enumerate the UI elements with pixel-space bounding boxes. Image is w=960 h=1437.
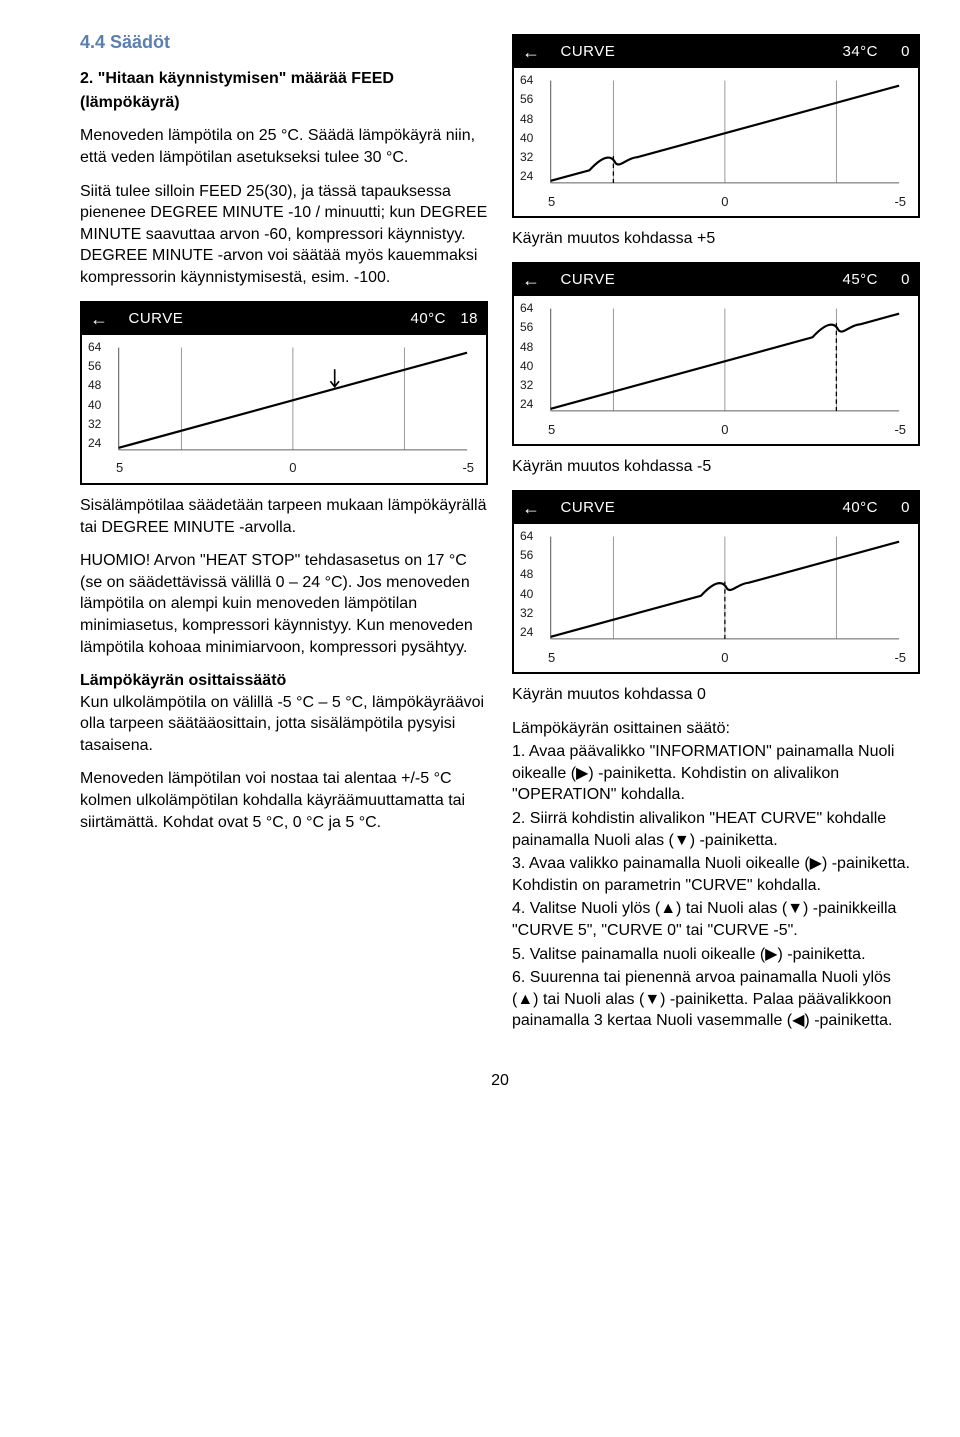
back-arrow-icon: ← [522,496,541,520]
chart-body: 64 56 48 40 32 24 5 0 -5 [514,296,918,444]
chart-body: 64 56 48 40 32 24 5 0 -5 [82,335,486,483]
x-tick: 5 [548,193,555,211]
y-tick: 48 [520,341,533,353]
caption-plus5: Käyrän muutos kohdassa +5 [512,228,920,250]
chart-title: CURVE [549,42,843,62]
y-tick: 40 [520,360,533,372]
x-tick: 5 [548,421,555,439]
y-axis-ticks: 64 56 48 40 32 24 [520,530,533,638]
right-column: ←CURVE34°C064564840322450-5 Käyrän muuto… [512,30,920,1044]
chart-svg [86,341,478,472]
y-tick: 24 [88,437,101,449]
x-axis-ticks: 5 0 -5 [548,649,906,667]
chart-header: ← CURVE34°C0 [514,36,918,68]
step-1: 1. Avaa päävalikko "INFORMATION" painama… [512,741,920,806]
section-heading: 4.4 Säädöt [80,30,488,54]
chart-body: 64 56 48 40 32 24 5 0 -5 [514,68,918,216]
x-tick: 0 [721,421,728,439]
chart-temp: 45°C [842,270,886,290]
x-tick: -5 [894,649,906,667]
y-tick: 40 [520,588,533,600]
chart-svg [518,302,910,433]
x-tick: 0 [721,193,728,211]
y-tick: 32 [88,418,101,430]
y-tick: 64 [520,74,533,86]
y-tick: 40 [88,399,101,411]
y-tick: 32 [520,607,533,619]
subhead-partial-adjust: Lämpökäyrän osittaissäätö [80,670,488,692]
chart-title: CURVE [549,498,843,518]
feed-subtitle-1: 2. "Hitaan käynnistymisen" määrää FEED [80,68,488,90]
x-tick: 0 [721,649,728,667]
y-tick: 32 [520,379,533,391]
y-tick: 40 [520,132,533,144]
y-tick: 24 [520,170,533,182]
step-3: 3. Avaa valikko painamalla Nuoli oikeall… [512,853,920,896]
y-axis-ticks: 64 56 48 40 32 24 [520,74,533,182]
x-tick: 0 [289,459,296,477]
y-tick: 48 [520,568,533,580]
para-1: Menoveden lämpötila on 25 °C. Säädä lämp… [80,125,488,168]
steps-heading: Lämpökäyrän osittainen säätö: [512,718,920,740]
chart-header: ← CURVE45°C0 [514,264,918,296]
chart-plus5: ←CURVE34°C064564840322450-5 [512,34,920,218]
x-axis-ticks: 5 0 -5 [116,459,474,477]
y-tick: 64 [88,341,101,353]
y-tick: 56 [520,321,533,333]
chart-temp: 40°C [842,498,886,518]
y-tick: 32 [520,151,533,163]
y-tick: 64 [520,530,533,542]
y-axis-ticks: 64 56 48 40 32 24 [520,302,533,410]
chart-zero: ←CURVE40°C064564840322450-5 [512,490,920,674]
chart-body: 64 56 48 40 32 24 5 0 -5 [514,524,918,672]
chart-left: ← CURVE40°C18 64 56 48 40 32 24 5 0 -5 [80,301,488,485]
chart-svg [518,530,910,661]
para-2: Siitä tulee silloin FEED 25(30), ja täss… [80,181,488,289]
step-2: 2. Siirrä kohdistin alivalikon "HEAT CUR… [512,808,920,851]
page-number: 20 [80,1070,920,1092]
y-tick: 24 [520,626,533,638]
chart-title: CURVE [549,270,843,290]
left-column: 4.4 Säädöt 2. "Hitaan käynnistymisen" mä… [80,30,488,1044]
y-tick: 48 [88,379,101,391]
back-arrow-icon: ← [522,40,541,64]
y-tick: 56 [88,360,101,372]
x-tick: 5 [116,459,123,477]
para-6: Menoveden lämpötilan voi nostaa tai alen… [80,768,488,833]
step-4: 4. Valitse Nuoli ylös (▲) tai Nuoli alas… [512,898,920,941]
step-5: 5. Valitse painamalla nuoli oikealle (▶)… [512,944,920,966]
x-axis-ticks: 5 0 -5 [548,193,906,211]
step-6: 6. Suurenna tai pienennä arvoa painamall… [512,967,920,1032]
chart-value: 0 [886,498,910,518]
chart-value: 0 [886,270,910,290]
x-tick: -5 [894,421,906,439]
chart-temp: 40°C [410,309,454,329]
y-tick: 56 [520,549,533,561]
back-arrow-icon: ← [90,307,109,331]
chart-svg [518,74,910,205]
chart-value: 0 [886,42,910,62]
caption-minus5: Käyrän muutos kohdassa -5 [512,456,920,478]
x-tick: -5 [462,459,474,477]
para-4: HUOMIO! Arvon "HEAT STOP" tehdasasetus o… [80,550,488,658]
y-tick: 24 [520,398,533,410]
x-axis-ticks: 5 0 -5 [548,421,906,439]
chart-minus5: ←CURVE45°C064564840322450-5 [512,262,920,446]
chart-temp: 34°C [842,42,886,62]
chart-value: 18 [454,309,478,329]
para-5: Kun ulkolämpötila on välillä -5 °C – 5 °… [80,692,488,757]
y-tick: 56 [520,93,533,105]
y-tick: 48 [520,113,533,125]
chart-header: ← CURVE40°C0 [514,492,918,524]
chart-header: ← CURVE40°C18 [82,303,486,335]
caption-zero: Käyrän muutos kohdassa 0 [512,684,920,706]
y-tick: 64 [520,302,533,314]
back-arrow-icon: ← [522,268,541,292]
y-axis-ticks: 64 56 48 40 32 24 [88,341,101,449]
chart-title: CURVE [117,309,411,329]
x-tick: -5 [894,193,906,211]
feed-subtitle-2: (lämpökäyrä) [80,92,488,114]
para-3: Sisälämpötilaa säädetään tarpeen mukaan … [80,495,488,538]
x-tick: 5 [548,649,555,667]
